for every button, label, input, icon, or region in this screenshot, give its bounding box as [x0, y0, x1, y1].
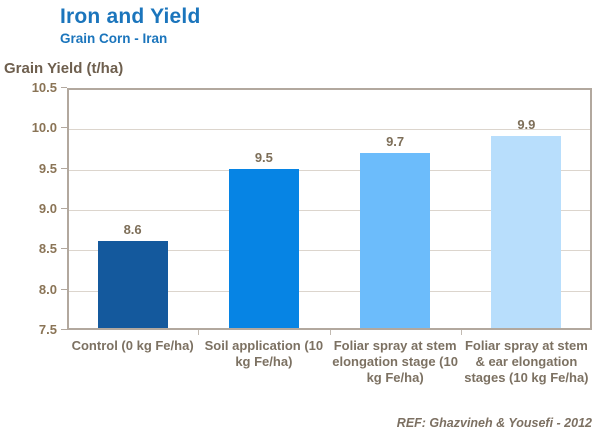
y-axis-tick-label: 10.5: [31, 80, 57, 95]
bar-value-label: 9.7: [386, 133, 405, 149]
bar: [228, 168, 299, 328]
bar-value-label: 9.9: [517, 117, 536, 133]
y-axis-title: Grain Yield (t/ha): [4, 60, 124, 77]
bar-value-label: 9.5: [254, 149, 273, 165]
bar-value-label: 8.6: [123, 222, 142, 238]
y-axis-tick-mark: [61, 167, 67, 169]
x-axis-category-label: Foliar spray at stem elongation stage (1…: [332, 338, 458, 385]
y-axis-tick-label: 9.0: [38, 201, 57, 216]
bar: [97, 241, 168, 328]
bar: [491, 136, 562, 328]
gridline: [69, 169, 590, 171]
y-axis-tick-label: 10.0: [31, 120, 57, 136]
gridline: [69, 129, 590, 131]
x-axis-category-label: Control (0 kg Fe/ha): [71, 338, 194, 353]
x-axis-category-label: Soil application (10 kg Fe/ha): [204, 338, 324, 369]
chart-title: Iron and Yield: [60, 5, 201, 28]
gridline: [69, 290, 590, 292]
gridline: [69, 210, 590, 211]
x-axis-category-label: Foliar spray at stem & ear elongation st…: [464, 338, 589, 385]
x-axis-tick-mark: [460, 330, 462, 335]
x-axis-tick-mark: [329, 330, 331, 335]
y-axis-tick-mark: [61, 329, 67, 330]
gridline: [69, 250, 590, 252]
y-axis-tick-mark: [61, 288, 67, 290]
x-axis-tick-mark: [198, 330, 200, 335]
y-axis-tick-label: 8.0: [38, 281, 57, 297]
y-axis-tick-mark: [61, 208, 67, 209]
y-axis-tick-mark: [61, 127, 67, 129]
y-axis-tick-label: 8.5: [38, 241, 57, 257]
y-axis-tick-mark: [61, 248, 67, 250]
reference-text: REF: Ghazvineh & Yousefi - 2012: [396, 416, 592, 430]
y-axis-tick-label: 9.5: [38, 160, 57, 176]
y-axis-tick-label: 7.5: [38, 322, 57, 337]
bar: [360, 152, 431, 328]
chart-subtitle: Grain Corn - Iran: [60, 31, 168, 46]
y-axis-tick-mark: [61, 87, 67, 88]
